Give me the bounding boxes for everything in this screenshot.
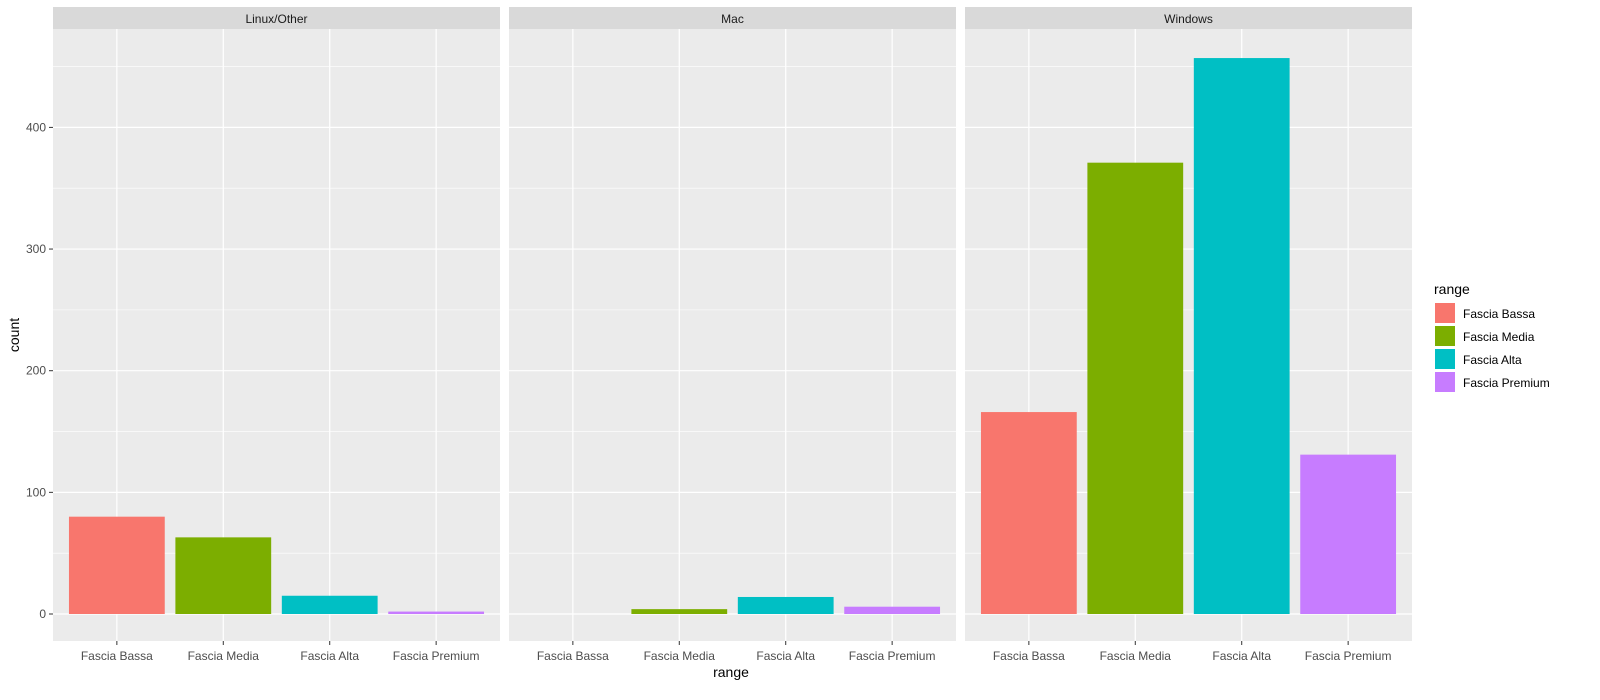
facet-strip bbox=[965, 7, 1412, 29]
bar-fascia-alta bbox=[281, 595, 378, 614]
x-tick-label: Fascia Alta bbox=[300, 649, 359, 663]
y-axis: 0 100 200 300 400 bbox=[26, 120, 53, 621]
legend-key-fascia-media bbox=[1435, 326, 1455, 346]
facet-strip bbox=[509, 7, 956, 29]
x-tick-label: Fascia Alta bbox=[1212, 649, 1271, 663]
legend-key-fascia-alta bbox=[1435, 349, 1455, 369]
x-tick-label: Fascia Alta bbox=[756, 649, 815, 663]
facet-panel-linux-other: Linux/Other Fascia Bassa Fascia Media Fasci… bbox=[53, 7, 500, 663]
facet-strip-label: Windows bbox=[1164, 12, 1213, 26]
legend-title: range bbox=[1434, 281, 1470, 297]
facet-strip-label: Mac bbox=[721, 12, 744, 26]
x-tick-label: Fascia Premium bbox=[393, 649, 480, 663]
legend-label: Fascia Media bbox=[1463, 330, 1535, 344]
legend-label: Fascia Premium bbox=[1463, 376, 1550, 390]
bar-fascia-alta bbox=[1193, 58, 1290, 614]
y-tick-label: 200 bbox=[26, 364, 46, 378]
bar-fascia-media bbox=[631, 609, 728, 614]
x-tick-label: Fascia Media bbox=[644, 649, 716, 663]
y-tick-label: 400 bbox=[26, 120, 46, 134]
bar-fascia-bassa bbox=[980, 412, 1077, 614]
x-tick-label: Fascia Media bbox=[188, 649, 260, 663]
legend-key-fascia-bassa bbox=[1435, 303, 1455, 323]
y-tick-label: 300 bbox=[26, 242, 46, 256]
bar-fascia-alta bbox=[737, 596, 834, 614]
x-tick-label: Fascia Media bbox=[1100, 649, 1172, 663]
x-tick-label: Fascia Premium bbox=[1305, 649, 1392, 663]
facet-strip bbox=[53, 7, 500, 29]
x-tick-label: Fascia Bassa bbox=[993, 649, 1065, 663]
x-axis-title: range bbox=[713, 664, 749, 680]
legend-label: Fascia Bassa bbox=[1463, 307, 1535, 321]
x-tick-label: Fascia Premium bbox=[849, 649, 936, 663]
panels: Linux/Other Fascia Bassa Fascia Media Fasci… bbox=[53, 7, 1412, 663]
facet-strip-label: Linux/Other bbox=[245, 12, 307, 26]
x-tick-label: Fascia Bassa bbox=[81, 649, 153, 663]
y-tick-label: 0 bbox=[39, 607, 46, 621]
bar-fascia-media bbox=[175, 537, 272, 614]
bar-fascia-premium bbox=[388, 611, 485, 614]
bar-fascia-premium bbox=[844, 606, 941, 614]
facet-panel-mac: Mac Fascia Bassa Fascia Media Fascia Alta Fa… bbox=[509, 7, 956, 663]
bar-fascia-media bbox=[1087, 162, 1184, 614]
bar-fascia-bassa bbox=[68, 516, 165, 614]
facet-panel-windows: Windows Fascia Bassa Fascia Media Fascia Al… bbox=[965, 7, 1412, 663]
x-tick-label: Fascia Bassa bbox=[537, 649, 609, 663]
bar-fascia-premium bbox=[1300, 454, 1397, 614]
legend-label: Fascia Alta bbox=[1463, 353, 1522, 367]
y-axis-title: count bbox=[6, 318, 22, 352]
panel-background bbox=[509, 29, 956, 641]
y-tick-label: 100 bbox=[26, 485, 46, 499]
legend-key-fascia-premium bbox=[1435, 372, 1455, 392]
legend: range Fascia Bassa Fascia Media Fascia Alt… bbox=[1434, 281, 1550, 392]
